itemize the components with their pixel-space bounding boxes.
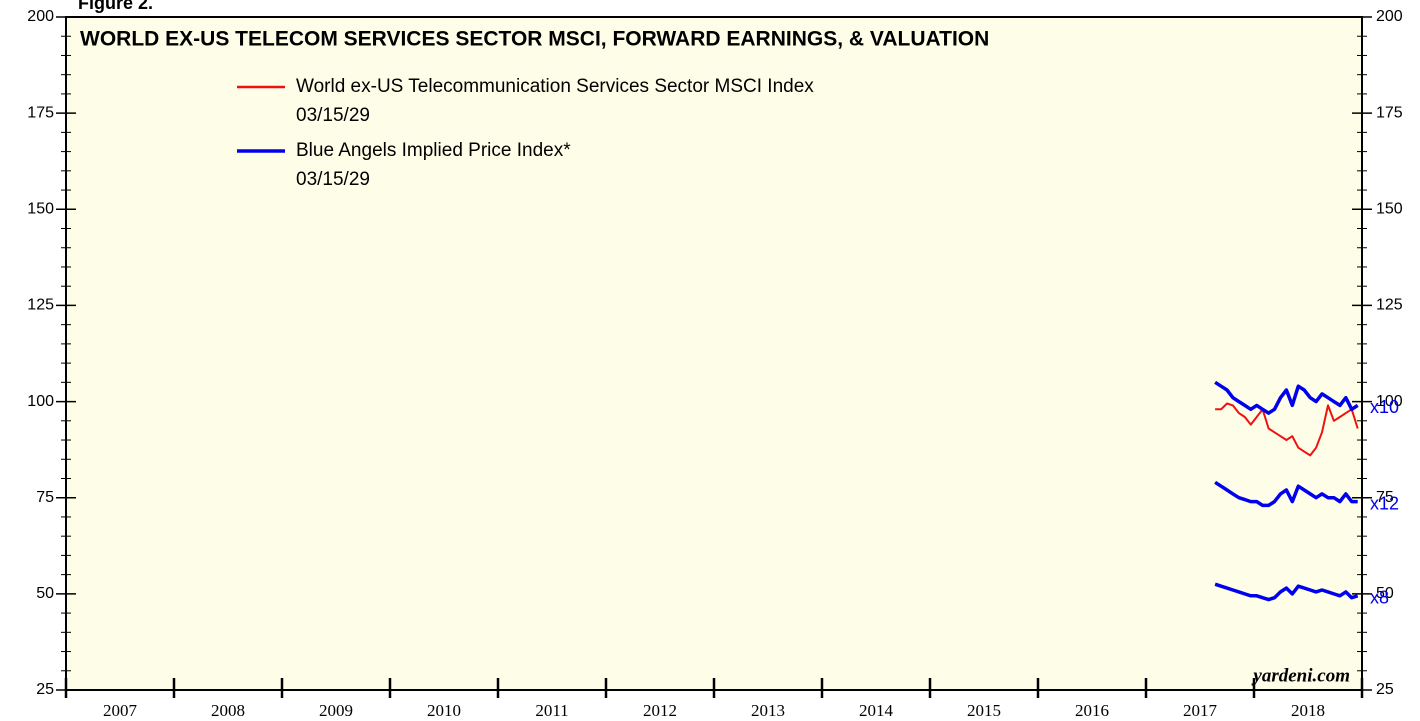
x-tick-label: 2014 xyxy=(859,701,894,720)
y-tick-label: 125 xyxy=(27,297,54,314)
legend-date: 03/15/29 xyxy=(296,169,370,190)
series-line xyxy=(1215,402,1359,457)
x-tick-label: 2009 xyxy=(319,701,353,720)
legend-label: World ex-US Telecommunication Services S… xyxy=(296,76,814,97)
y-tick-label: 50 xyxy=(36,585,54,602)
x-tick-label: 2016 xyxy=(1075,701,1109,720)
line-label: x10 xyxy=(1370,397,1399,417)
y-tick-label: 100 xyxy=(27,393,54,410)
y2-tick-label: 150 xyxy=(1376,201,1403,218)
y-tick-label: 25 xyxy=(36,681,54,698)
plot-area xyxy=(65,16,1363,691)
y-tick-label: 75 xyxy=(36,489,54,506)
x-tick-label: 2008 xyxy=(211,701,245,720)
x-tick-label: 2018 xyxy=(1291,701,1325,720)
y2-tick-label: 125 xyxy=(1376,297,1403,314)
line-label: x12 xyxy=(1370,493,1399,513)
y2-tick-label: 200 xyxy=(1376,8,1403,25)
y-tick-label: 200 xyxy=(27,8,54,25)
y-tick-label: 175 xyxy=(27,104,54,121)
line-label: x8 xyxy=(1370,588,1389,608)
x-tick-label: 2012 xyxy=(643,701,677,720)
x-tick-label: 2013 xyxy=(751,701,785,720)
y2-tick-label: 50 xyxy=(1376,585,1394,602)
source: yardeni.com xyxy=(1251,665,1350,686)
x-tick-label: 2017 xyxy=(1183,701,1218,720)
x-tick-label: 2010 xyxy=(427,701,461,720)
y-tick-label: 150 xyxy=(27,201,54,218)
x-tick-label: 2015 xyxy=(967,701,1001,720)
y2-tick-label: 100 xyxy=(1376,393,1403,410)
y2-tick-label: 175 xyxy=(1376,104,1403,121)
x-tick-label: 2007 xyxy=(103,701,138,720)
x-tick-label: 2011 xyxy=(535,701,568,720)
chart-title: WORLD EX-US TELECOM SERVICES SECTOR MSCI… xyxy=(80,28,989,51)
series-line xyxy=(1214,380,1359,415)
legend-label: Blue Angels Implied Price Index* xyxy=(296,140,571,161)
legend-date: 03/15/29 xyxy=(296,105,370,126)
y2-tick-label: 25 xyxy=(1376,681,1394,698)
y2-tick-label: 75 xyxy=(1376,489,1394,506)
figure-label: Figure 2. xyxy=(78,0,153,13)
series-line xyxy=(1214,582,1359,602)
series-line xyxy=(1214,480,1358,508)
